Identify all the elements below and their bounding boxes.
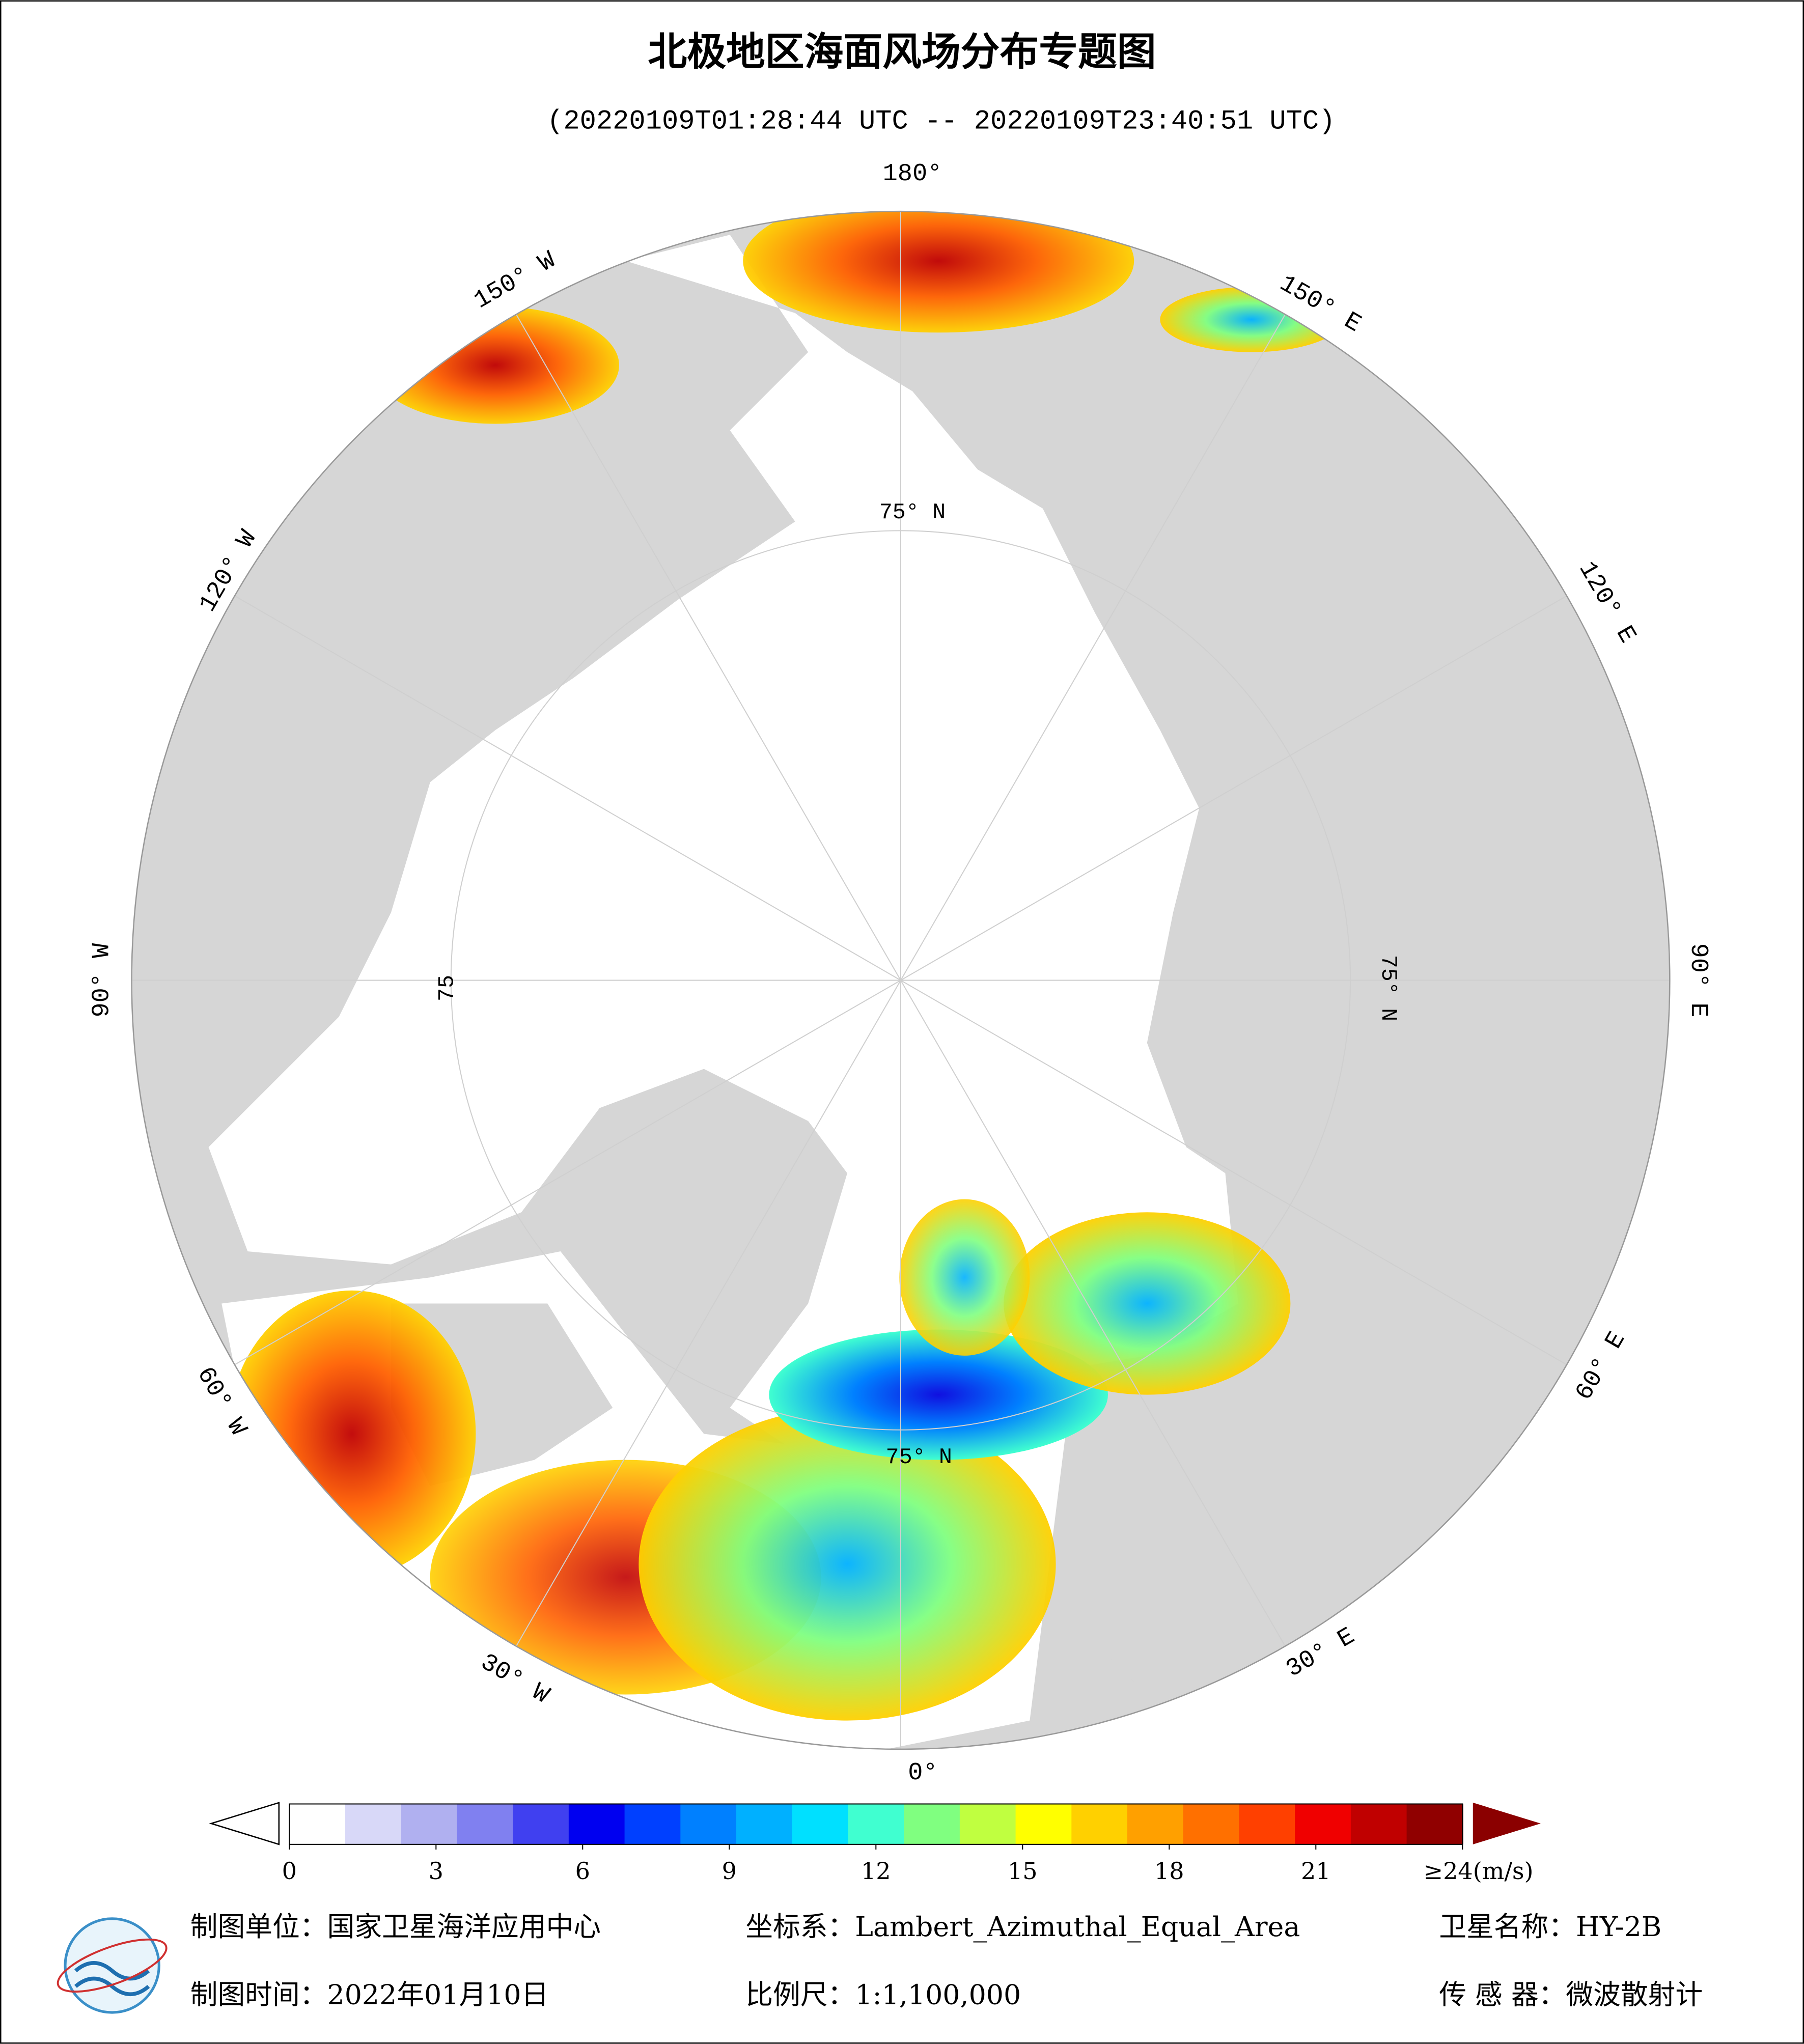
- lon-label: 0°: [908, 1759, 937, 1787]
- footer-satellite: 卫星名称：HY-2B: [1439, 1911, 1661, 1943]
- colorbar-segment: [401, 1804, 458, 1844]
- lat-label: 75° N: [1375, 955, 1400, 1022]
- wind-field: [743, 211, 1134, 333]
- colorbar-tick-label: ≥24(m/s): [1423, 1857, 1533, 1885]
- colorbar-segment: [792, 1804, 849, 1844]
- wind-field: [639, 1408, 1056, 1721]
- colorbar-tick-label: 21: [1301, 1857, 1331, 1885]
- footer-sensor: 传 感 器：微波散射计: [1439, 1978, 1703, 2010]
- lat-label: 75° N: [886, 1445, 953, 1470]
- map-subtitle: (20220109T01:28:44 UTC -- 20220109T23:40…: [547, 106, 1335, 137]
- colorbar-segment: [1406, 1804, 1463, 1844]
- colorbar-segment: [1127, 1804, 1184, 1844]
- graticule: [131, 211, 1670, 1749]
- scandinavia: [1081, 1382, 1252, 1695]
- colorbar-segment: [1239, 1804, 1296, 1844]
- wind-field: [1004, 1212, 1291, 1395]
- footer-projection: 坐标系：Lambert_Azimuthal_Equal_Area: [745, 1911, 1300, 1943]
- colorbar-segment: [1071, 1804, 1128, 1844]
- colorbar-segment: [904, 1804, 961, 1844]
- lon-label: 90° E: [1684, 943, 1712, 1018]
- colorbar-segment: [736, 1804, 793, 1844]
- colorbar-tick-label: 0: [282, 1857, 297, 1885]
- colorbar-segment: [848, 1804, 905, 1844]
- colorbar-tick-label: 18: [1154, 1857, 1184, 1885]
- footer-date: 制图时间：2022年01月10日: [190, 1978, 549, 2010]
- colorbar-segment: [1183, 1804, 1240, 1844]
- colorbar-segment: [513, 1804, 570, 1844]
- colorbar-tick-label: 9: [722, 1857, 737, 1885]
- lon-label: 90° W: [88, 943, 116, 1018]
- colorbar-under: [209, 1802, 280, 1845]
- colorbar-segment: [457, 1804, 514, 1844]
- colorbar-segment: [1295, 1804, 1352, 1844]
- colorbar-segment: [959, 1804, 1017, 1844]
- colorbar-over: [1473, 1802, 1541, 1844]
- lon-label: 180°: [883, 160, 942, 188]
- colorbar-tick-label: 6: [575, 1857, 590, 1885]
- colorbar-segment: [1015, 1804, 1072, 1844]
- colorbar-segment: [680, 1804, 737, 1844]
- colorbar-segment: [568, 1804, 626, 1844]
- map-title: 北极地区海面风场分布专题图: [648, 29, 1156, 75]
- lat-label: 75° N: [879, 500, 946, 525]
- lat-label: 75: [435, 975, 460, 1001]
- colorbar-segment: [624, 1804, 681, 1844]
- colorbar-segment: [1350, 1804, 1408, 1844]
- arctic-ocean: [208, 235, 1238, 1460]
- colorbar-tick-label: 12: [861, 1857, 891, 1885]
- colorbar-segment: [345, 1804, 402, 1844]
- map: [131, 211, 1670, 1749]
- map-border: [131, 210, 1671, 1750]
- logo: [57, 1917, 168, 2014]
- colorbar: 0 3 6 9 12 15 18 21 ≥24(m/s): [209, 1802, 1541, 1885]
- colorbar-segment: [289, 1804, 346, 1844]
- colorbar-tick-label: 15: [1008, 1857, 1038, 1885]
- footer-scale: 比例尺：1:1,100,000: [745, 1978, 1021, 2010]
- footer-unit: 制图单位：国家卫星海洋应用中心: [190, 1911, 601, 1943]
- wind-field: [899, 1199, 1030, 1356]
- colorbar-tick-label: 3: [429, 1857, 443, 1885]
